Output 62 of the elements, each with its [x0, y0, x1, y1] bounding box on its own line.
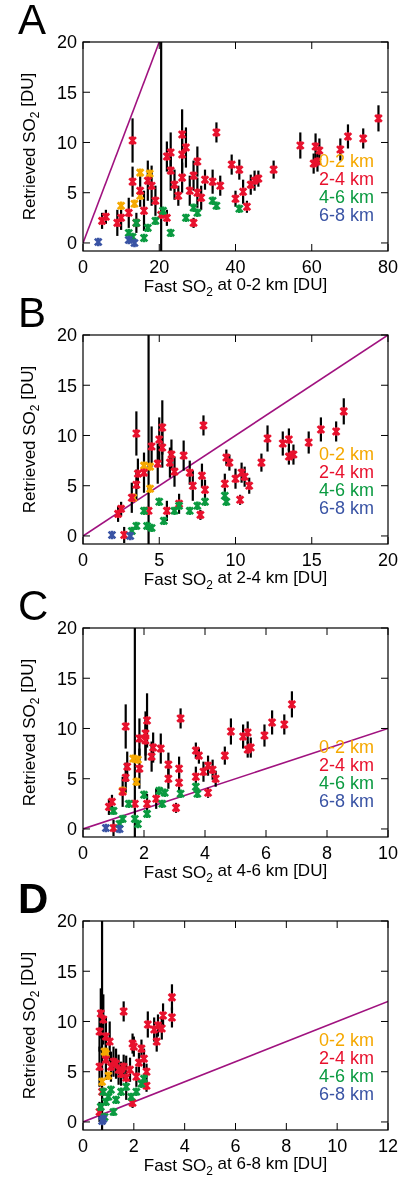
x-tick-label: 12 [377, 1136, 399, 1156]
x-tick-label: 60 [301, 257, 322, 277]
x-axis-title: Fast SO$_{2}$ at 4-6 km [DU] [143, 861, 328, 885]
text: 6-8 km [318, 791, 374, 812]
x-tick-label: 6 [260, 843, 272, 863]
chart-title: C [18, 582, 49, 629]
series-label: 2-4 km [318, 462, 374, 483]
x-tick-label: 80 [377, 257, 399, 277]
y-tick-label: 5 [66, 1062, 77, 1083]
text: 4-6 km [318, 1066, 374, 1087]
text: 0-2 km [318, 444, 374, 465]
x-tick-label: 40 [225, 257, 246, 277]
y-tick-label: 20 [56, 325, 77, 346]
x-tick-label: 10 [327, 1136, 348, 1156]
y-tick-label: 5 [66, 183, 77, 204]
x-tick-label: 20 [149, 257, 170, 277]
y-tick-label: 10 [56, 425, 77, 446]
x-tick-label: 2 [138, 843, 150, 863]
text: 6-8 km [318, 498, 374, 519]
y-tick-label: 15 [56, 668, 77, 689]
y-tick-label: 15 [56, 375, 77, 396]
x-tick-label: 5 [154, 550, 165, 570]
text: 0-2 km [318, 151, 374, 172]
chart-title: A [18, 0, 47, 43]
y-tick-label: 10 [56, 1011, 77, 1032]
text: 4-6 km [318, 480, 374, 501]
x-tick-label: 6 [230, 1136, 241, 1156]
x-tick-label: 10 [377, 843, 399, 863]
y-tick-label: 20 [56, 911, 77, 932]
y-tick-label: 0 [66, 526, 77, 547]
text: 6-8 km [318, 205, 374, 226]
x-tick-label: 4 [179, 1136, 190, 1156]
y-tick-label: 0 [66, 1112, 77, 1133]
text: 6-8 km [318, 1084, 374, 1105]
x-tick-label: 8 [281, 1136, 292, 1156]
x-axis-title: Fast SO$_{2}$ at 6-8 km [DU] [143, 1154, 328, 1178]
x-axis-title: Fast SO$_{2}$ at 2-4 km [DU] [143, 568, 328, 592]
x-tick-label: 15 [301, 550, 322, 570]
y-tick-label: 10 [56, 718, 77, 739]
text: 2-4 km [318, 755, 374, 776]
x-tick-label: 10 [225, 550, 246, 570]
chart-title: D [18, 875, 49, 922]
y-tick-label: 20 [56, 618, 77, 639]
y-tick-label: 15 [56, 961, 77, 982]
series-label: 2-4 km [318, 169, 374, 190]
x-tick-label: 8 [321, 843, 333, 863]
chart-title: B [18, 289, 47, 336]
text: 4-6 km [318, 187, 374, 208]
y-tick-label: 0 [66, 819, 77, 840]
y-tick-label: 10 [56, 132, 77, 153]
y-tick-label: 0 [66, 233, 77, 254]
x-tick-label: 20 [377, 550, 399, 570]
y-tick-label: 20 [56, 32, 77, 53]
y-tick-label: 15 [56, 82, 77, 103]
text: 4-6 km [318, 773, 374, 794]
x-tick-label: 2 [128, 1136, 139, 1156]
y-tick-label: 5 [66, 769, 77, 790]
x-tick-label: 4 [199, 843, 211, 863]
y-tick-label: 5 [66, 476, 77, 497]
text: 2-4 km [318, 1048, 374, 1069]
text: 0-2 km [318, 1030, 374, 1051]
x-axis-title: Fast SO$_{2}$ at 0-2 km [DU] [143, 275, 328, 299]
